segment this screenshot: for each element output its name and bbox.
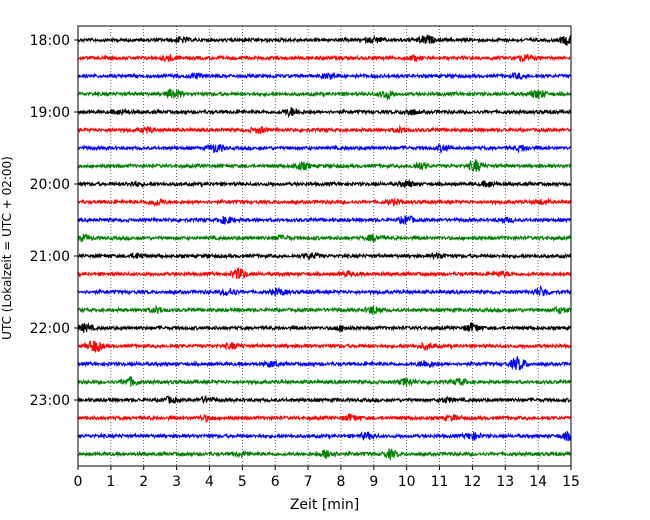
x-tick-label: 0 <box>74 474 83 490</box>
x-tick-label: 13 <box>496 474 514 490</box>
x-tick-label: 5 <box>238 474 247 490</box>
trace-2130 <box>77 284 572 297</box>
x-tick-label: 11 <box>431 474 449 490</box>
trace-2000 <box>77 178 572 188</box>
y-axis-ticks: 18:00 19:00 20:00 21:00 22:00 23:00 <box>30 33 78 409</box>
y-axis-label: UTC (Lokalzeit = UTC + 02:00) <box>0 156 14 340</box>
trace-2200 <box>77 321 572 334</box>
x-tick-label: 1 <box>106 474 115 490</box>
y-tick-label: 20:00 <box>30 177 70 193</box>
trace-1830 <box>77 71 572 81</box>
trace-1900 <box>77 107 572 119</box>
trace-1945 <box>77 159 572 172</box>
trace-2300 <box>77 394 572 405</box>
trace-2100 <box>77 251 572 261</box>
trace-1845 <box>77 88 572 101</box>
y-tick-label: 21:00 <box>30 249 70 265</box>
y-tick-label: 22:00 <box>30 321 70 337</box>
trace-2345 <box>77 447 572 461</box>
trace-2030 <box>77 215 572 225</box>
x-axis-ticks: 0 1 2 3 4 5 6 7 8 9 10 11 12 13 14 15 <box>74 466 580 490</box>
trace-2215 <box>77 340 572 353</box>
trace-1800 <box>77 34 572 46</box>
trace-1930 <box>77 143 572 155</box>
trace-2145 <box>77 304 572 315</box>
y-tick-label: 19:00 <box>30 105 70 121</box>
x-tick-label: 12 <box>463 474 481 490</box>
x-tick-label: 14 <box>529 474 547 490</box>
x-tick-label: 10 <box>398 474 416 490</box>
x-tick-label: 9 <box>369 474 378 490</box>
trace-2330 <box>77 431 572 441</box>
y-tick-label: 23:00 <box>30 393 70 409</box>
trace-2015 <box>77 197 572 208</box>
trace-1915 <box>77 124 572 135</box>
x-tick-label: 2 <box>139 474 148 490</box>
y-tick-label: 18:00 <box>30 33 70 49</box>
trace-2045 <box>77 233 572 243</box>
x-tick-label: 15 <box>562 474 580 490</box>
trace-2315 <box>77 413 572 423</box>
x-tick-label: 8 <box>336 474 345 490</box>
seismic-traces <box>77 34 572 461</box>
x-tick-label: 7 <box>304 474 313 490</box>
x-tick-label: 4 <box>205 474 214 490</box>
trace-2245 <box>77 376 572 387</box>
x-tick-label: 3 <box>172 474 181 490</box>
trace-1815 <box>77 53 572 63</box>
trace-2230 <box>77 355 572 371</box>
plot-frame <box>77 25 572 467</box>
x-tick-label: 6 <box>271 474 280 490</box>
trace-2115 <box>77 267 572 280</box>
grid-lines <box>110 26 539 466</box>
x-axis-label: Zeit [min] <box>290 497 359 513</box>
